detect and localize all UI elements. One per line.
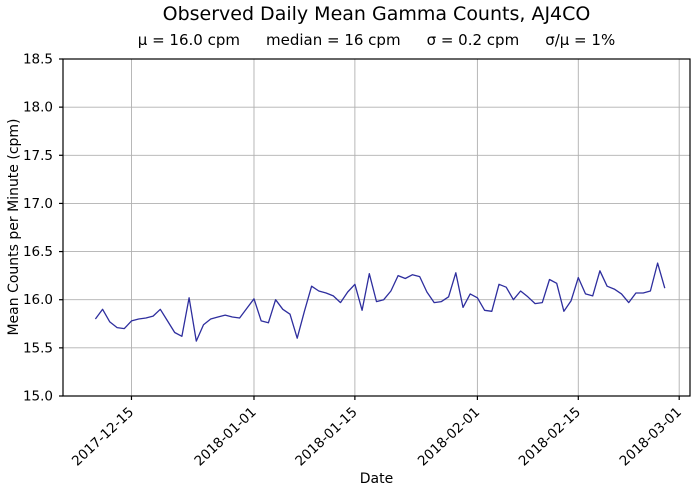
y-tick-label: 16.5 — [23, 244, 53, 260]
plot-border — [62, 58, 691, 397]
data-line-series — [94, 262, 666, 342]
y-axis-label: Mean Counts per Minute (cpm) — [6, 118, 22, 336]
x-axis-label: Date — [359, 471, 394, 487]
y-tick-label: 15.5 — [23, 340, 53, 356]
x-tick-label: 2018-02-15 — [516, 404, 584, 469]
y-tick-label: 17.0 — [23, 196, 53, 212]
x-tick-label: 2017-12-15 — [69, 404, 137, 469]
x-tick-label: 2018-02-01 — [415, 404, 483, 469]
y-tick-label: 17.5 — [23, 148, 53, 164]
chart-title: Observed Daily Mean Gamma Counts, AJ4CO — [162, 3, 591, 25]
stat-cv: σ/μ = 1% — [545, 31, 616, 49]
stat-mean: μ = 16.0 cpm — [137, 31, 240, 49]
x-tick-label: 2018-03-01 — [617, 404, 685, 469]
y-tick-label: 18.0 — [23, 100, 53, 116]
stat-sigma: σ = 0.2 cpm — [426, 31, 520, 49]
chart-subtitle: μ = 16.0 cpm median = 16 cpm σ = 0.2 cpm… — [63, 31, 690, 49]
y-tick-label: 15.0 — [23, 389, 53, 405]
x-tick-label: 2018-01-01 — [191, 404, 259, 469]
stat-median: median = 16 cpm — [265, 31, 401, 49]
y-tick-label: 16.0 — [23, 292, 53, 308]
y-tick-label: 18.5 — [23, 52, 53, 68]
x-tick-label: 2018-01-15 — [292, 404, 360, 469]
